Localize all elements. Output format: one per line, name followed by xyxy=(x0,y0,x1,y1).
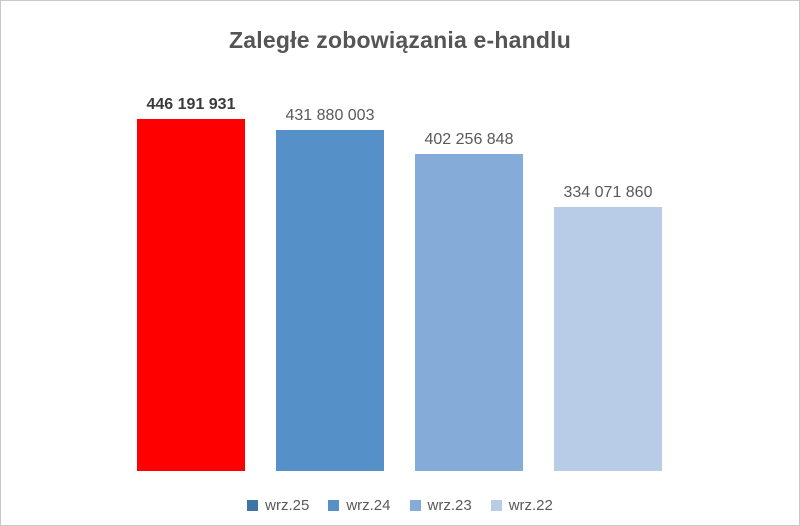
legend-label: wrz.22 xyxy=(508,497,553,514)
bar-wrz.25 xyxy=(137,119,245,471)
legend-swatch-icon xyxy=(490,500,502,511)
chart-legend: wrz.25 wrz.24 wrz.23 wrz.22 xyxy=(1,497,799,514)
legend-item-wrz.25: wrz.25 xyxy=(247,497,309,514)
bar-value-label: 446 191 931 xyxy=(146,96,236,113)
legend-label: wrz.24 xyxy=(346,497,391,514)
bar-value-label: 402 256 848 xyxy=(424,131,514,148)
chart-title: Zaległe zobowiązania e-handlu xyxy=(229,27,571,53)
legend-swatch-icon xyxy=(328,500,340,511)
legend-item-wrz.22: wrz.22 xyxy=(490,497,553,514)
bar-wrz.22 xyxy=(554,207,662,471)
legend-label: wrz.23 xyxy=(427,497,472,514)
bar-value-label: 334 071 860 xyxy=(563,184,653,201)
bar-value-label: 431 880 003 xyxy=(285,107,375,124)
bar-wrz.24 xyxy=(276,130,384,471)
bar-wrz.23 xyxy=(415,154,523,471)
legend-label: wrz.25 xyxy=(265,497,310,514)
legend-item-wrz.23: wrz.23 xyxy=(409,497,472,514)
legend-swatch-icon xyxy=(247,500,259,511)
legend-item-wrz.24: wrz.24 xyxy=(328,497,391,514)
legend-swatch-icon xyxy=(409,500,421,511)
